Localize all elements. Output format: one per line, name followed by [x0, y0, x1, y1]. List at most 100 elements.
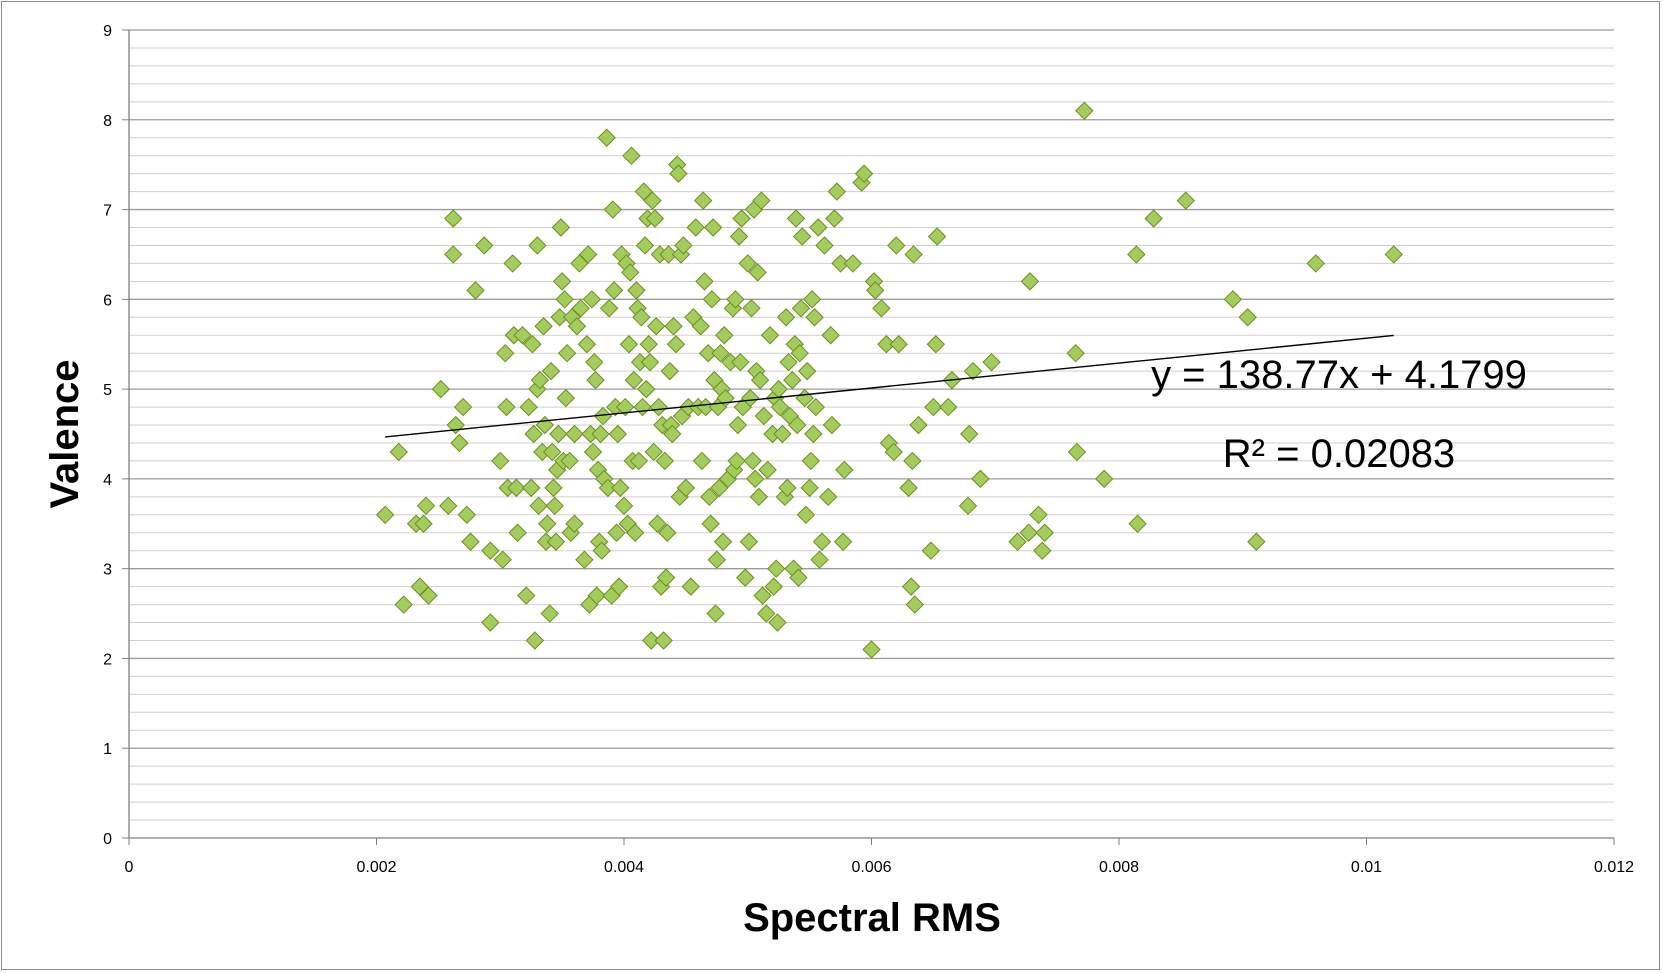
data-point	[877, 335, 896, 354]
y-tick-label: 7	[103, 203, 112, 220]
data-point	[474, 236, 494, 255]
data-point	[1128, 514, 1147, 533]
data-point	[1247, 532, 1266, 551]
data-point	[818, 487, 838, 507]
trendline-r-squared: R² = 0.02083	[1223, 432, 1455, 476]
data-point	[792, 227, 812, 246]
data-point	[758, 460, 777, 480]
data-point	[607, 523, 626, 542]
data-point	[872, 299, 891, 318]
data-point	[525, 631, 545, 650]
data-point	[812, 532, 832, 551]
trendline-equation: y = 138.77x + 4.1799	[1151, 353, 1527, 397]
data-point	[416, 496, 436, 516]
data-point	[450, 433, 469, 453]
data-point	[644, 442, 663, 462]
data-point	[389, 442, 408, 462]
data-point	[555, 290, 574, 309]
data-point	[729, 227, 749, 246]
data-point	[582, 290, 602, 309]
data-point	[523, 335, 542, 354]
data-point	[540, 604, 559, 623]
data-point	[805, 308, 824, 327]
data-point	[971, 469, 990, 489]
data-point	[503, 254, 522, 273]
data-point	[822, 415, 842, 435]
data-point	[565, 424, 584, 444]
data-point	[825, 209, 844, 228]
data-point	[727, 451, 746, 471]
data-point	[567, 317, 587, 336]
data-point	[669, 164, 688, 183]
data-point	[698, 343, 718, 363]
y-tick-label: 3	[103, 562, 112, 579]
data-point	[706, 604, 725, 623]
data-point	[1127, 245, 1146, 264]
data-point	[604, 281, 624, 300]
data-point	[770, 397, 790, 417]
data-point	[752, 191, 771, 210]
data-point	[524, 424, 543, 444]
data-point	[625, 523, 645, 542]
data-point	[557, 343, 577, 363]
data-point	[508, 523, 527, 542]
y-tick-label: 5	[103, 382, 112, 399]
data-point	[375, 505, 395, 525]
trendline-group	[385, 334, 1394, 438]
data-point	[611, 478, 630, 498]
data-points	[375, 101, 1403, 659]
data-point	[663, 424, 682, 444]
x-tick-label: 0.004	[604, 859, 644, 876]
data-point	[603, 200, 623, 219]
data-point	[614, 496, 634, 516]
data-point	[701, 514, 720, 533]
data-point	[664, 317, 683, 336]
data-point	[466, 281, 485, 300]
data-point	[646, 317, 666, 336]
data-point	[909, 415, 928, 435]
data-point	[640, 352, 660, 372]
data-point	[529, 496, 548, 516]
data-point	[802, 290, 822, 309]
data-point	[681, 577, 701, 596]
data-point	[809, 218, 828, 237]
data-point	[1019, 523, 1038, 542]
data-point	[655, 451, 675, 471]
data-point	[592, 541, 611, 560]
data-point	[541, 361, 561, 381]
data-point	[693, 191, 713, 210]
data-point	[773, 424, 792, 444]
data-point	[750, 370, 770, 390]
data-point	[453, 397, 473, 417]
data-point	[544, 478, 563, 498]
data-point	[414, 514, 433, 533]
data-point	[926, 335, 946, 354]
data-point	[549, 424, 568, 444]
y-axis-title: Valence	[43, 359, 87, 508]
data-point	[620, 263, 640, 282]
data-point	[835, 460, 854, 480]
data-point	[491, 451, 510, 471]
data-point	[530, 370, 550, 390]
y-tick-label: 8	[103, 113, 112, 130]
data-point	[552, 272, 572, 291]
data-point	[639, 335, 658, 354]
y-tick-label: 0	[103, 831, 112, 848]
data-point	[854, 164, 874, 183]
data-point	[546, 532, 566, 551]
data-point	[1238, 308, 1257, 327]
data-point	[958, 496, 978, 516]
data-point	[789, 568, 808, 587]
data-point	[676, 478, 696, 498]
data-point	[543, 442, 562, 462]
data-point	[796, 505, 816, 525]
data-point	[783, 370, 802, 390]
x-axis-ticks: 0 0.002 0.004 0.006 0.008 0.01 0.012	[125, 838, 1634, 876]
y-tick-label: 2	[103, 651, 112, 668]
data-point	[593, 406, 613, 426]
data-point	[764, 577, 783, 596]
data-point	[431, 379, 451, 399]
y-tick-label: 6	[103, 292, 112, 309]
data-point	[1067, 442, 1087, 462]
